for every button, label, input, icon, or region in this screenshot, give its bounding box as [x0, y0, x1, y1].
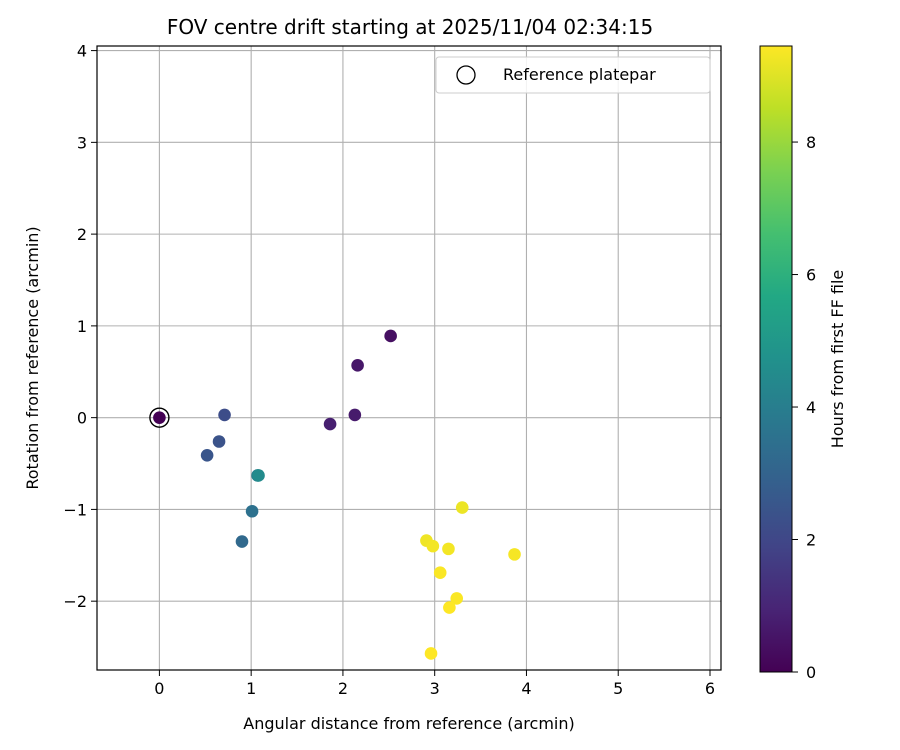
colorbar: 0 2 4 6 8 Hours from first FF file: [759, 45, 847, 682]
colorbar-ticks: 0 2 4 6 8: [792, 133, 816, 682]
colorbar-tick-label: 8: [806, 133, 816, 152]
data-point: [450, 592, 464, 605]
data-point: [348, 408, 362, 422]
y-tick-label: −2: [63, 592, 87, 611]
x-axis-ticks: 0 1 2 3 4 5 6: [154, 670, 715, 698]
y-tick-label: 0: [77, 409, 87, 428]
legend-marker-icon: [456, 65, 476, 85]
data-point: [323, 417, 337, 431]
data-point: [200, 448, 214, 462]
legend-label: Reference platepar: [503, 65, 656, 84]
y-tick-label: 4: [77, 42, 87, 61]
colorbar-label: Hours from first FF file: [828, 270, 847, 449]
data-point: [424, 647, 438, 660]
data-point: [351, 359, 364, 372]
reference-platepar-marker: [149, 407, 170, 428]
data-point: [212, 435, 226, 448]
data-point: [426, 539, 440, 553]
data-points: [153, 329, 521, 660]
grid: [97, 46, 721, 670]
x-tick-label: 3: [430, 679, 440, 698]
plot-frame: [96, 45, 722, 671]
y-tick-label: 2: [77, 225, 87, 244]
y-tick-label: −1: [63, 500, 87, 519]
reference-marker-layer: [149, 407, 170, 428]
chart-title: FOV centre drift starting at 2025/11/04 …: [167, 15, 653, 39]
data-point: [252, 469, 265, 482]
x-tick-label: 6: [705, 679, 715, 698]
y-axis-ticks: −2 −1 0 1 2 3 4: [63, 42, 97, 611]
x-tick-label: 4: [521, 679, 531, 698]
data-point: [153, 411, 166, 424]
data-point: [384, 329, 397, 343]
colorbar-tick-label: 4: [806, 398, 816, 417]
data-point: [455, 501, 469, 514]
colorbar-tick-label: 2: [806, 531, 816, 550]
x-tick-label: 5: [613, 679, 623, 698]
y-axis-label: Rotation from reference (arcmin): [23, 226, 42, 489]
data-point: [443, 601, 456, 614]
data-point: [442, 542, 455, 556]
legend: Reference platepar: [435, 56, 711, 94]
colorbar-tick-label: 6: [806, 266, 816, 285]
x-tick-label: 2: [338, 679, 348, 698]
data-point: [218, 408, 231, 422]
y-tick-label: 3: [77, 133, 87, 152]
data-point: [433, 566, 447, 580]
data-point: [508, 548, 521, 561]
x-tick-label: 1: [246, 679, 256, 698]
colorbar-gradient: [759, 45, 793, 673]
colorbar-tick-label: 0: [806, 663, 816, 682]
x-tick-label: 0: [154, 679, 164, 698]
legend-box: [435, 56, 711, 94]
data-point: [235, 535, 249, 548]
data-point: [245, 504, 259, 518]
y-tick-label: 1: [77, 317, 87, 336]
x-axis-label: Angular distance from reference (arcmin): [243, 714, 574, 733]
